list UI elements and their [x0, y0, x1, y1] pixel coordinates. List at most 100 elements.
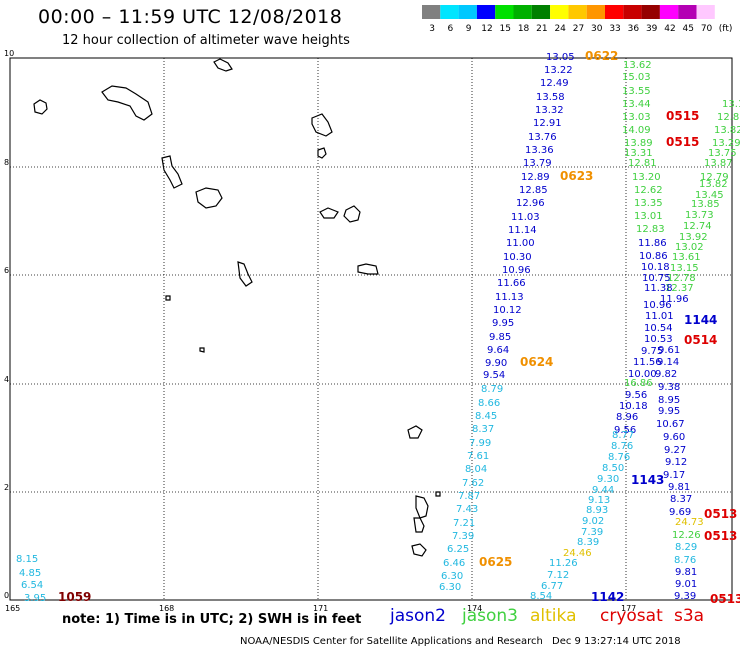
wave-height-value: 8.15: [16, 554, 38, 565]
wave-height-value: 9.64: [487, 345, 509, 356]
wave-height-value: 8.76: [608, 452, 630, 463]
wave-height-value: 10.67: [656, 419, 685, 430]
legend-swatch: [641, 5, 660, 19]
wave-height-value: 8.76: [674, 555, 696, 566]
footer-note: note: 1) Time is in UTC; 2) SWH is in fe…: [62, 612, 362, 627]
pass-time-label: 1143: [631, 473, 664, 487]
wave-height-value: 13.75: [708, 148, 737, 159]
y-tick-label: 2: [4, 483, 9, 492]
wave-height-value: 12.26: [672, 530, 701, 541]
wave-height-value: 11.96: [660, 294, 689, 305]
wave-height-value: 11.66: [497, 278, 526, 289]
pass-time-label: 0513: [704, 507, 737, 521]
wave-height-value: 13.05: [546, 52, 575, 63]
wave-height-value: 12.96: [516, 198, 545, 209]
wave-height-value: 9.60: [663, 432, 685, 443]
wave-height-value: 13.31: [624, 148, 653, 159]
wave-height-value: 9.82: [655, 369, 677, 380]
wave-height-value: 7.12: [547, 570, 569, 581]
wave-height-value: 11.56: [633, 357, 662, 368]
wave-height-value: 9.54: [483, 370, 505, 381]
pass-time-label: 0625: [479, 555, 512, 569]
legend-swatch: [440, 5, 459, 19]
wave-height-value: 9.75: [641, 346, 663, 357]
island-outline: [357, 263, 379, 275]
footer-credit: NOAA/NESDIS Center for Satellite Applica…: [240, 636, 543, 647]
x-tick-label: 165: [5, 604, 20, 613]
wave-height-value: 12.62: [634, 185, 663, 196]
wave-height-value: 12.85: [519, 185, 548, 196]
wave-height-value: 9.56: [614, 425, 636, 436]
wave-height-value: 7.99: [469, 438, 491, 449]
wave-height-value: 7.43: [456, 504, 478, 515]
wave-height-value: 12.78: [667, 273, 696, 284]
wave-height-value: 13.55: [622, 86, 651, 97]
wave-height-value: 13.1: [722, 99, 740, 110]
wave-height-value: 13.29: [712, 138, 740, 149]
wave-height-value: 7.21: [453, 518, 475, 529]
satellite-name-jason3: jason3: [462, 606, 518, 626]
wave-height-value: 3.95: [24, 593, 46, 604]
wave-height-value: 7.87: [458, 491, 480, 502]
wave-height-value: 9.30: [597, 474, 619, 485]
island-outline: [101, 85, 153, 121]
wave-height-value: 9.90: [485, 358, 507, 369]
wave-height-value: 13.87: [704, 158, 733, 169]
wave-height-value: 10.53: [644, 334, 673, 345]
legend-label: 39: [646, 24, 658, 34]
wave-height-value: 9.13: [588, 495, 610, 506]
legend-swatch: [513, 5, 532, 19]
wave-height-value: 8.37: [472, 424, 494, 435]
island-outline: [33, 99, 48, 115]
wave-height-value: 13.82: [699, 179, 728, 190]
wave-height-value: 13.76: [528, 132, 557, 143]
color-legend: 3 6 9 12 15 18 21 24 27 30 33 36 39 42 45 70 (ft): [422, 5, 732, 34]
wave-height-value: 8.50: [602, 463, 624, 474]
wave-height-value: 9.39: [674, 591, 696, 602]
wave-height-value: 13.58: [536, 92, 565, 103]
island-outline: [237, 261, 253, 287]
wave-height-value: 12.83: [636, 224, 665, 235]
wave-height-value: 13.20: [632, 172, 661, 183]
wave-height-value: 10.96: [643, 300, 672, 311]
wave-height-value: 13.92: [679, 232, 708, 243]
legend-label: 36: [628, 24, 640, 34]
pass-time-label: 0622: [585, 49, 618, 63]
wave-height-value: 12.91: [533, 118, 562, 129]
legend-label: 21: [536, 24, 547, 34]
wave-height-value: 8.77: [612, 430, 634, 441]
wave-height-value: 13.03: [622, 112, 651, 123]
wave-height-value: 8.66: [478, 398, 500, 409]
wave-height-value: 9.69: [669, 507, 691, 518]
wave-height-value: 13.22: [544, 65, 573, 76]
wave-height-value: 9.61: [658, 345, 680, 356]
legend-swatch: [476, 5, 496, 19]
island-outline: [411, 543, 427, 557]
wave-height-value: 12.81: [628, 158, 657, 169]
wave-height-value: 7.62: [462, 478, 484, 489]
wave-height-value: 11.86: [638, 238, 667, 249]
wave-height-value: 8.93: [586, 505, 608, 516]
wave-height-value: 7.39: [452, 531, 474, 542]
wave-height-value: 13.35: [634, 198, 663, 209]
legend-swatch: [458, 5, 477, 19]
wave-height-value: 13.36: [525, 145, 554, 156]
pass-time-label: 0623: [560, 169, 593, 183]
page-subtitle: 12 hour collection of altimeter wave hei…: [62, 33, 350, 48]
wave-height-value: 12.8: [717, 112, 739, 123]
satellite-name-cryosat: cryosat: [600, 606, 663, 626]
wave-height-value: 9.12: [665, 457, 687, 468]
wave-height-value: 6.46: [443, 558, 465, 569]
island-outline: [199, 347, 205, 353]
wave-height-value: 8.76: [611, 441, 633, 452]
wave-height-value: 11.38: [644, 283, 673, 294]
legend-label: 12: [481, 24, 492, 34]
legend-swatch: [531, 5, 551, 19]
wave-height-value: 10.18: [641, 262, 670, 273]
wave-height-value: 8.54: [530, 591, 552, 602]
legend-label: 27: [573, 24, 584, 34]
wave-height-value: 9.27: [664, 445, 686, 456]
island-outline: [319, 207, 339, 219]
wave-height-value: 13.61: [672, 252, 701, 263]
